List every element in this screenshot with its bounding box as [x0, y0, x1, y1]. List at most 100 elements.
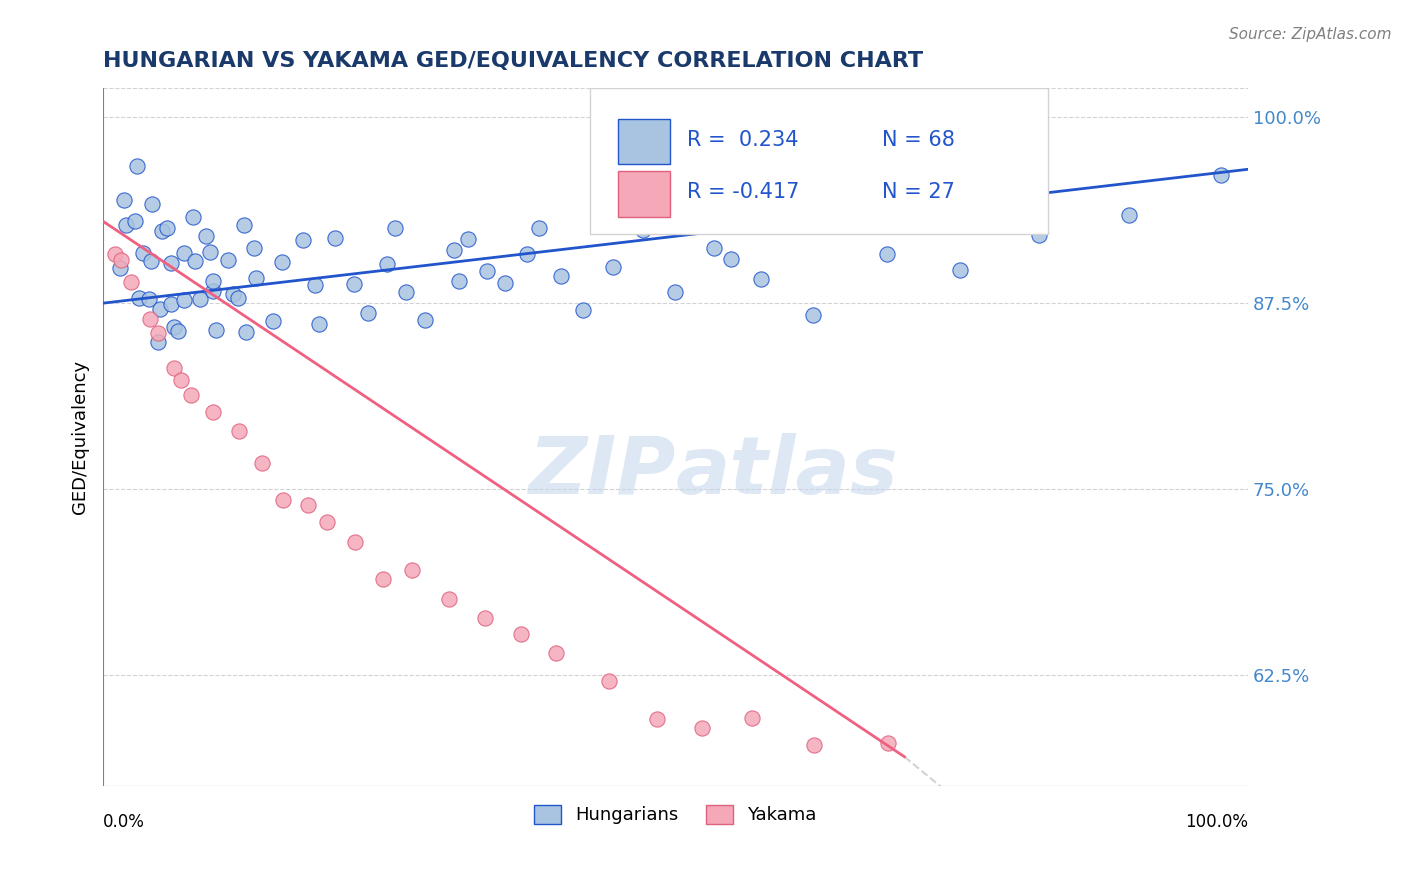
Point: [474, 611, 496, 625]
Text: Source: ZipAtlas.com: Source: ZipAtlas.com: [1229, 27, 1392, 42]
Point: [110, 253, 132, 268]
Point: [201, 274, 224, 288]
Point: [160, 256, 183, 270]
Point: [720, 252, 742, 266]
Point: [162, 360, 184, 375]
Point: [190, 292, 212, 306]
Point: [148, 334, 170, 349]
Point: [373, 572, 395, 586]
Point: [156, 221, 179, 235]
Point: [195, 229, 218, 244]
Point: [1118, 207, 1140, 221]
Point: [141, 197, 163, 211]
Point: [184, 254, 207, 268]
Point: [664, 285, 686, 299]
Point: [741, 711, 763, 725]
Point: [357, 306, 380, 320]
Point: [801, 308, 824, 322]
FancyBboxPatch shape: [589, 87, 1047, 235]
Point: [217, 252, 239, 267]
Point: [803, 738, 825, 752]
Point: [395, 285, 418, 299]
Point: [494, 276, 516, 290]
Point: [226, 291, 249, 305]
Point: [146, 326, 169, 341]
Point: [375, 257, 398, 271]
Point: [384, 221, 406, 235]
Point: [602, 260, 624, 274]
Point: [949, 263, 972, 277]
Point: [343, 277, 366, 292]
FancyBboxPatch shape: [619, 171, 669, 217]
Point: [703, 241, 725, 255]
Point: [291, 234, 314, 248]
Point: [273, 493, 295, 508]
Legend: Hungarians, Yakama: Hungarians, Yakama: [524, 796, 825, 833]
Point: [160, 297, 183, 311]
Point: [297, 499, 319, 513]
Text: R =  0.234: R = 0.234: [688, 130, 799, 150]
Point: [477, 264, 499, 278]
Point: [308, 318, 330, 332]
Text: 100.0%: 100.0%: [1185, 814, 1249, 831]
Point: [205, 323, 228, 337]
Point: [150, 224, 173, 238]
Point: [128, 291, 150, 305]
Point: [183, 211, 205, 225]
Point: [173, 293, 195, 307]
Point: [245, 271, 267, 285]
Point: [401, 563, 423, 577]
Point: [170, 373, 193, 387]
Point: [112, 194, 135, 208]
Point: [877, 736, 900, 750]
Text: N = 27: N = 27: [882, 182, 955, 202]
Point: [167, 324, 190, 338]
Point: [315, 515, 337, 529]
Point: [235, 325, 257, 339]
Point: [1211, 169, 1233, 183]
Text: atlas: atlas: [675, 433, 898, 511]
Point: [180, 387, 202, 401]
Point: [221, 286, 243, 301]
Point: [437, 591, 460, 606]
Point: [233, 218, 256, 232]
Point: [110, 261, 132, 276]
Point: [304, 278, 326, 293]
Text: N = 68: N = 68: [882, 130, 955, 150]
Point: [544, 646, 567, 660]
Point: [198, 244, 221, 259]
Text: 0.0%: 0.0%: [103, 814, 145, 831]
Point: [104, 247, 127, 261]
Point: [323, 231, 346, 245]
Point: [876, 247, 898, 261]
FancyBboxPatch shape: [619, 119, 669, 164]
Point: [447, 274, 470, 288]
Point: [252, 456, 274, 470]
Point: [149, 301, 172, 316]
Point: [550, 269, 572, 284]
Y-axis label: GED/Equivalency: GED/Equivalency: [72, 360, 89, 514]
Point: [516, 247, 538, 261]
Point: [343, 534, 366, 549]
Point: [115, 218, 138, 232]
Point: [139, 253, 162, 268]
Point: [690, 722, 713, 736]
Text: HUNGARIAN VS YAKAMA GED/EQUIVALENCY CORRELATION CHART: HUNGARIAN VS YAKAMA GED/EQUIVALENCY CORR…: [103, 51, 924, 70]
Point: [510, 627, 533, 641]
Point: [173, 246, 195, 260]
Point: [443, 243, 465, 257]
Point: [163, 319, 186, 334]
Point: [598, 673, 620, 688]
Point: [124, 213, 146, 227]
Point: [132, 245, 155, 260]
Point: [202, 284, 225, 298]
Point: [127, 159, 149, 173]
Point: [271, 255, 294, 269]
Point: [457, 232, 479, 246]
Point: [645, 712, 668, 726]
Point: [631, 223, 654, 237]
Point: [572, 302, 595, 317]
Point: [262, 314, 284, 328]
Point: [242, 241, 264, 255]
Point: [139, 311, 162, 326]
